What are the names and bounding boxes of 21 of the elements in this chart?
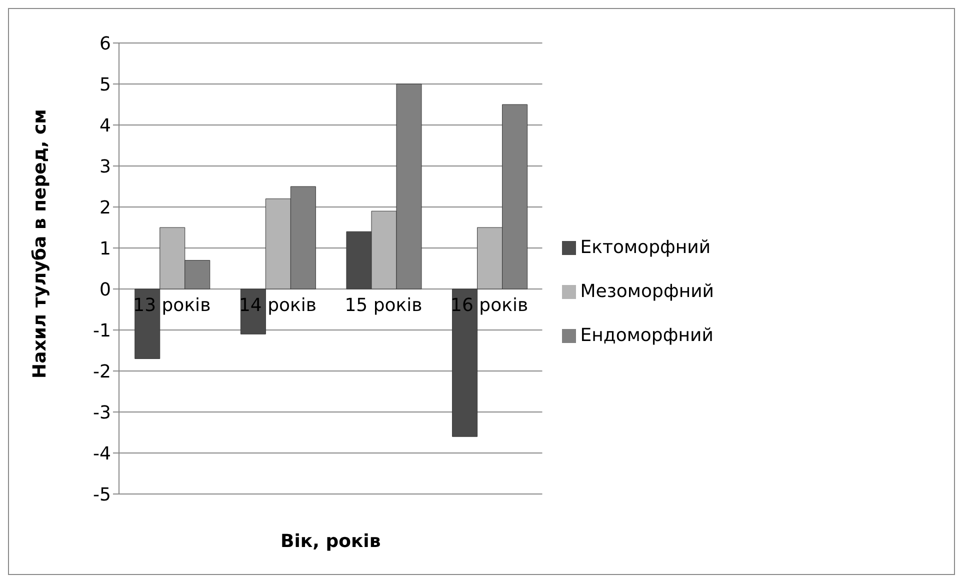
x-tick-label: 16 років <box>450 295 528 316</box>
x-axis-title: Вік, років <box>280 530 381 552</box>
y-tick-label: 4 <box>100 115 111 136</box>
y-tick-label: 3 <box>100 156 111 178</box>
legend-label: Мезоморфний <box>580 280 714 302</box>
legend-label: Ендоморфний <box>580 324 714 346</box>
y-tick-label: 2 <box>100 197 111 218</box>
y-tick-label: -3 <box>93 402 111 424</box>
y-tick-label: -2 <box>93 361 111 382</box>
y-tick-label: -4 <box>93 443 111 464</box>
y-tick-label: -5 <box>93 484 111 506</box>
y-tick-label: 5 <box>100 74 111 96</box>
x-tick-label: 13 років <box>133 295 211 316</box>
x-tick-label: 15 років <box>344 295 422 316</box>
x-tick-label: 14 років <box>238 295 316 316</box>
y-tick-label: -1 <box>93 320 111 342</box>
y-tick-label: 1 <box>100 238 111 260</box>
legend-label: Ектоморфний <box>580 236 711 258</box>
y-axis-title: Нахил тулуба в перед, см <box>29 109 50 378</box>
y-tick-label: 6 <box>100 33 111 54</box>
y-tick-label: 0 <box>100 279 111 300</box>
